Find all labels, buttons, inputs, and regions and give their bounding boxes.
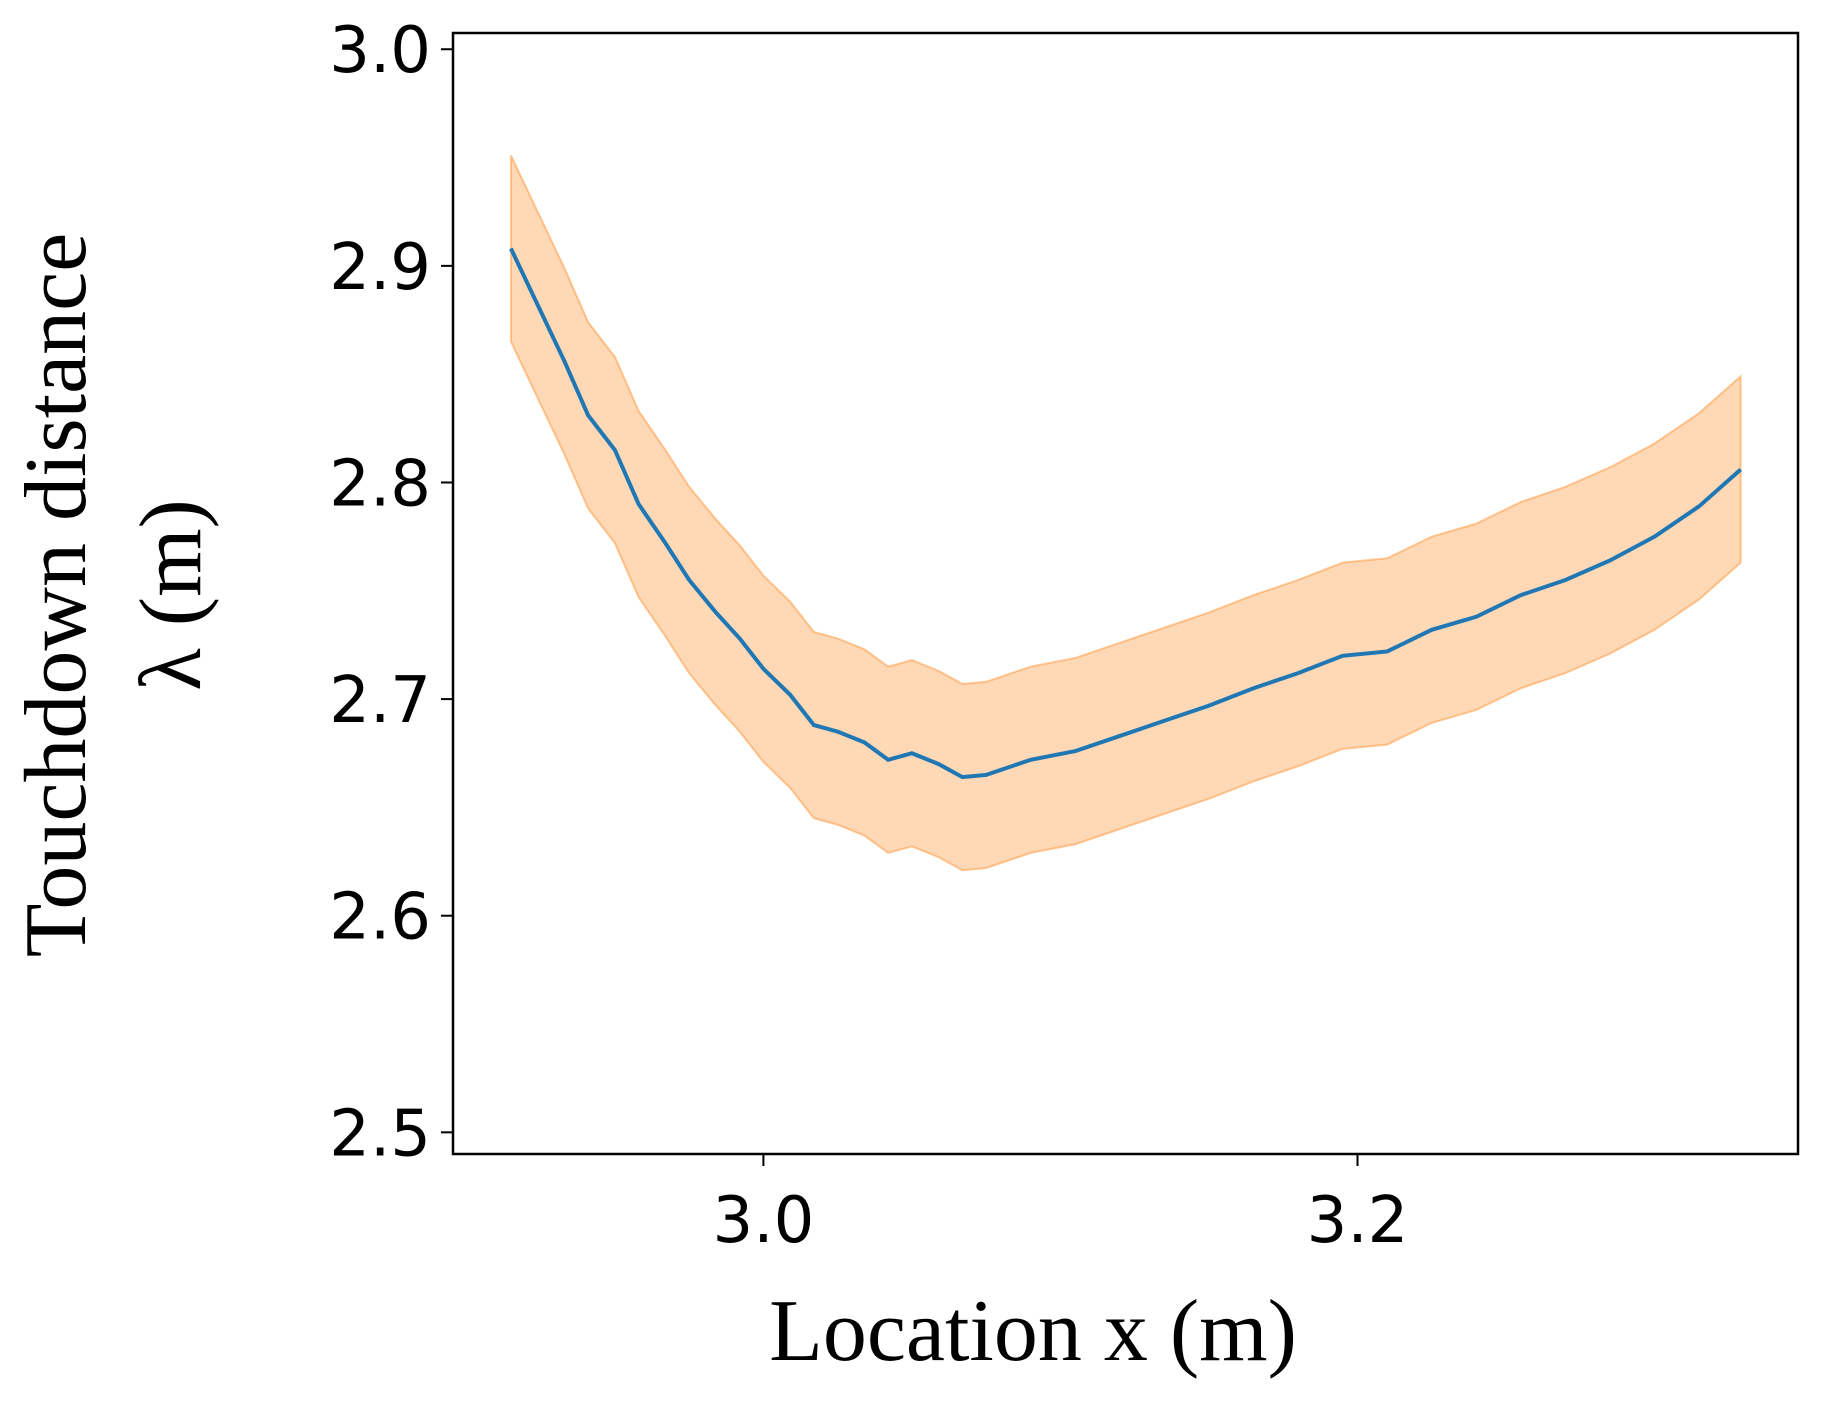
y-tick-label: 3.0 xyxy=(329,14,431,88)
y-tick-label: 2.6 xyxy=(329,881,431,955)
y-tick-label: 2.5 xyxy=(329,1097,431,1171)
y-axis-label: Touchdown distance xyxy=(8,233,105,958)
y-axis-label: λ (m) xyxy=(123,499,220,691)
y-tick-label: 2.9 xyxy=(329,231,431,305)
x-tick-label: 3.0 xyxy=(713,1184,815,1258)
line xyxy=(509,247,1742,780)
x-axis-label: Location x (m) xyxy=(769,1283,1297,1380)
plot-frame xyxy=(451,31,1800,1156)
y-tick-label: 2.8 xyxy=(329,447,431,521)
x-tick-label: 3.2 xyxy=(1307,1184,1409,1258)
y-tick-label: 2.7 xyxy=(329,664,431,738)
confidence-band xyxy=(509,154,1742,872)
